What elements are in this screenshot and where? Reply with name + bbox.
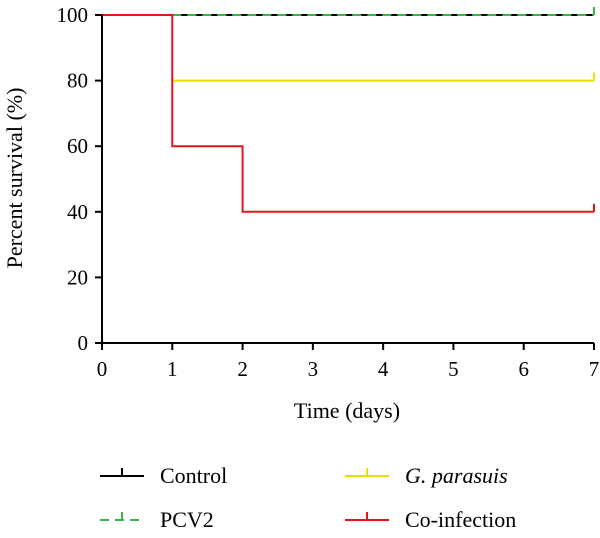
y-tick-label: 0 (78, 331, 89, 355)
x-axis-title: Time (days) (294, 398, 400, 423)
tick-labels: 0 1 2 3 4 5 6 7 0 20 40 60 80 100 (57, 3, 600, 381)
y-tick-label: 60 (67, 134, 88, 158)
y-tick-label: 20 (67, 265, 88, 289)
legend-item: Control (100, 463, 227, 488)
legend-label: PCV2 (160, 507, 214, 532)
legend-item: G. parasuis (345, 463, 508, 488)
x-tick-label: 6 (518, 357, 529, 381)
x-tick-label: 0 (97, 357, 108, 381)
x-tick-label: 2 (237, 357, 248, 381)
legend-item: Co-infection (345, 507, 516, 532)
x-tick-label: 5 (448, 357, 459, 381)
x-tick-label: 3 (308, 357, 319, 381)
legend-item: PCV2 (100, 507, 214, 532)
x-tick-label: 7 (589, 357, 600, 381)
plot-area (102, 7, 595, 213)
legend: Control PCV2 G. parasuis Co-infection (100, 463, 516, 532)
y-tick-label: 40 (67, 200, 88, 224)
legend-label: G. parasuis (405, 463, 508, 488)
series-line-co-infection (102, 14, 594, 213)
y-tick-label: 100 (57, 3, 89, 27)
y-axis-title: Percent survival (%) (2, 88, 27, 269)
x-tick-label: 4 (378, 357, 389, 381)
legend-label: Co-infection (405, 507, 516, 532)
legend-label: Control (160, 463, 227, 488)
y-tick-label: 80 (67, 69, 88, 93)
axes (95, 14, 595, 350)
x-tick-label: 1 (167, 357, 178, 381)
